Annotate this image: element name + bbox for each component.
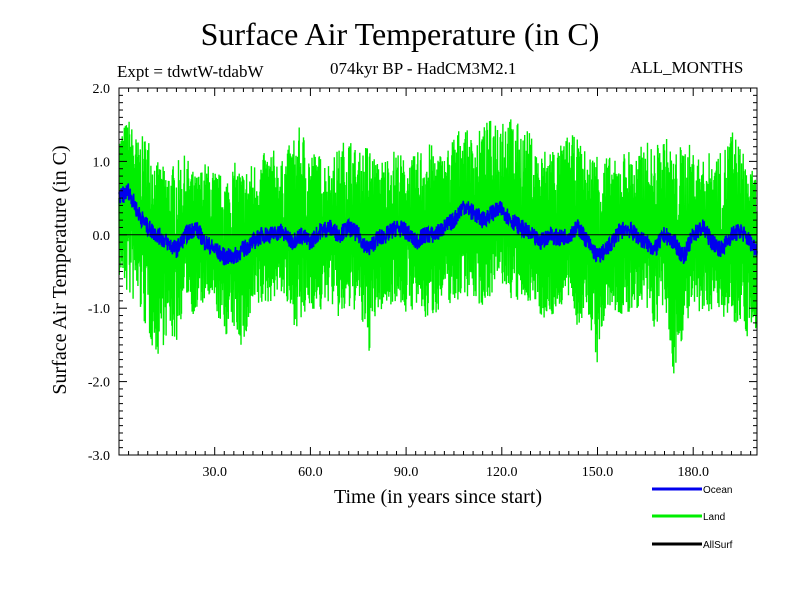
x-tick-label: 60.0 bbox=[298, 465, 323, 480]
y-axis-label: Surface Air Temperature (in C) bbox=[49, 145, 71, 394]
legend-label-ocean: Ocean bbox=[703, 485, 732, 496]
x-axis-label: Time (in years since start) bbox=[334, 486, 542, 508]
ocean-line bbox=[118, 183, 758, 266]
x-tick-label: 120.0 bbox=[486, 465, 518, 480]
x-tick-label: 90.0 bbox=[394, 465, 419, 480]
x-tick-label: 180.0 bbox=[677, 465, 709, 480]
y-tick-label: -2.0 bbox=[88, 376, 110, 391]
y-tick-label: -3.0 bbox=[88, 449, 110, 464]
experiment-label: Expt = tdwtW-tdabW bbox=[117, 62, 264, 81]
land-line bbox=[118, 119, 758, 374]
x-tick-label: 30.0 bbox=[202, 465, 227, 480]
x-tick-label: 150.0 bbox=[582, 465, 614, 480]
legend: Ocean Land AllSurf bbox=[652, 485, 733, 551]
land-series bbox=[118, 119, 758, 374]
y-tick-label: 1.0 bbox=[93, 155, 111, 170]
ocean-series bbox=[118, 183, 758, 266]
chart-title: Surface Air Temperature (in C) bbox=[200, 16, 600, 52]
legend-label-land: Land bbox=[703, 512, 725, 523]
chart-subtitle: 074kyr BP - HadCM3M2.1 bbox=[330, 59, 517, 78]
x-tick-labels: 30.0 60.0 90.0 120.0 150.0 180.0 bbox=[202, 465, 709, 480]
y-tick-label: 0.0 bbox=[93, 229, 111, 244]
legend-label-allsurf: AllSurf bbox=[703, 540, 733, 551]
axis-ticks bbox=[118, 87, 757, 456]
months-label: ALL_MONTHS bbox=[630, 58, 744, 77]
y-tick-label: 2.0 bbox=[93, 82, 111, 97]
y-tick-label: -1.0 bbox=[88, 302, 110, 317]
y-tick-labels: -3.0 -2.0 -1.0 0.0 1.0 2.0 bbox=[88, 82, 110, 464]
